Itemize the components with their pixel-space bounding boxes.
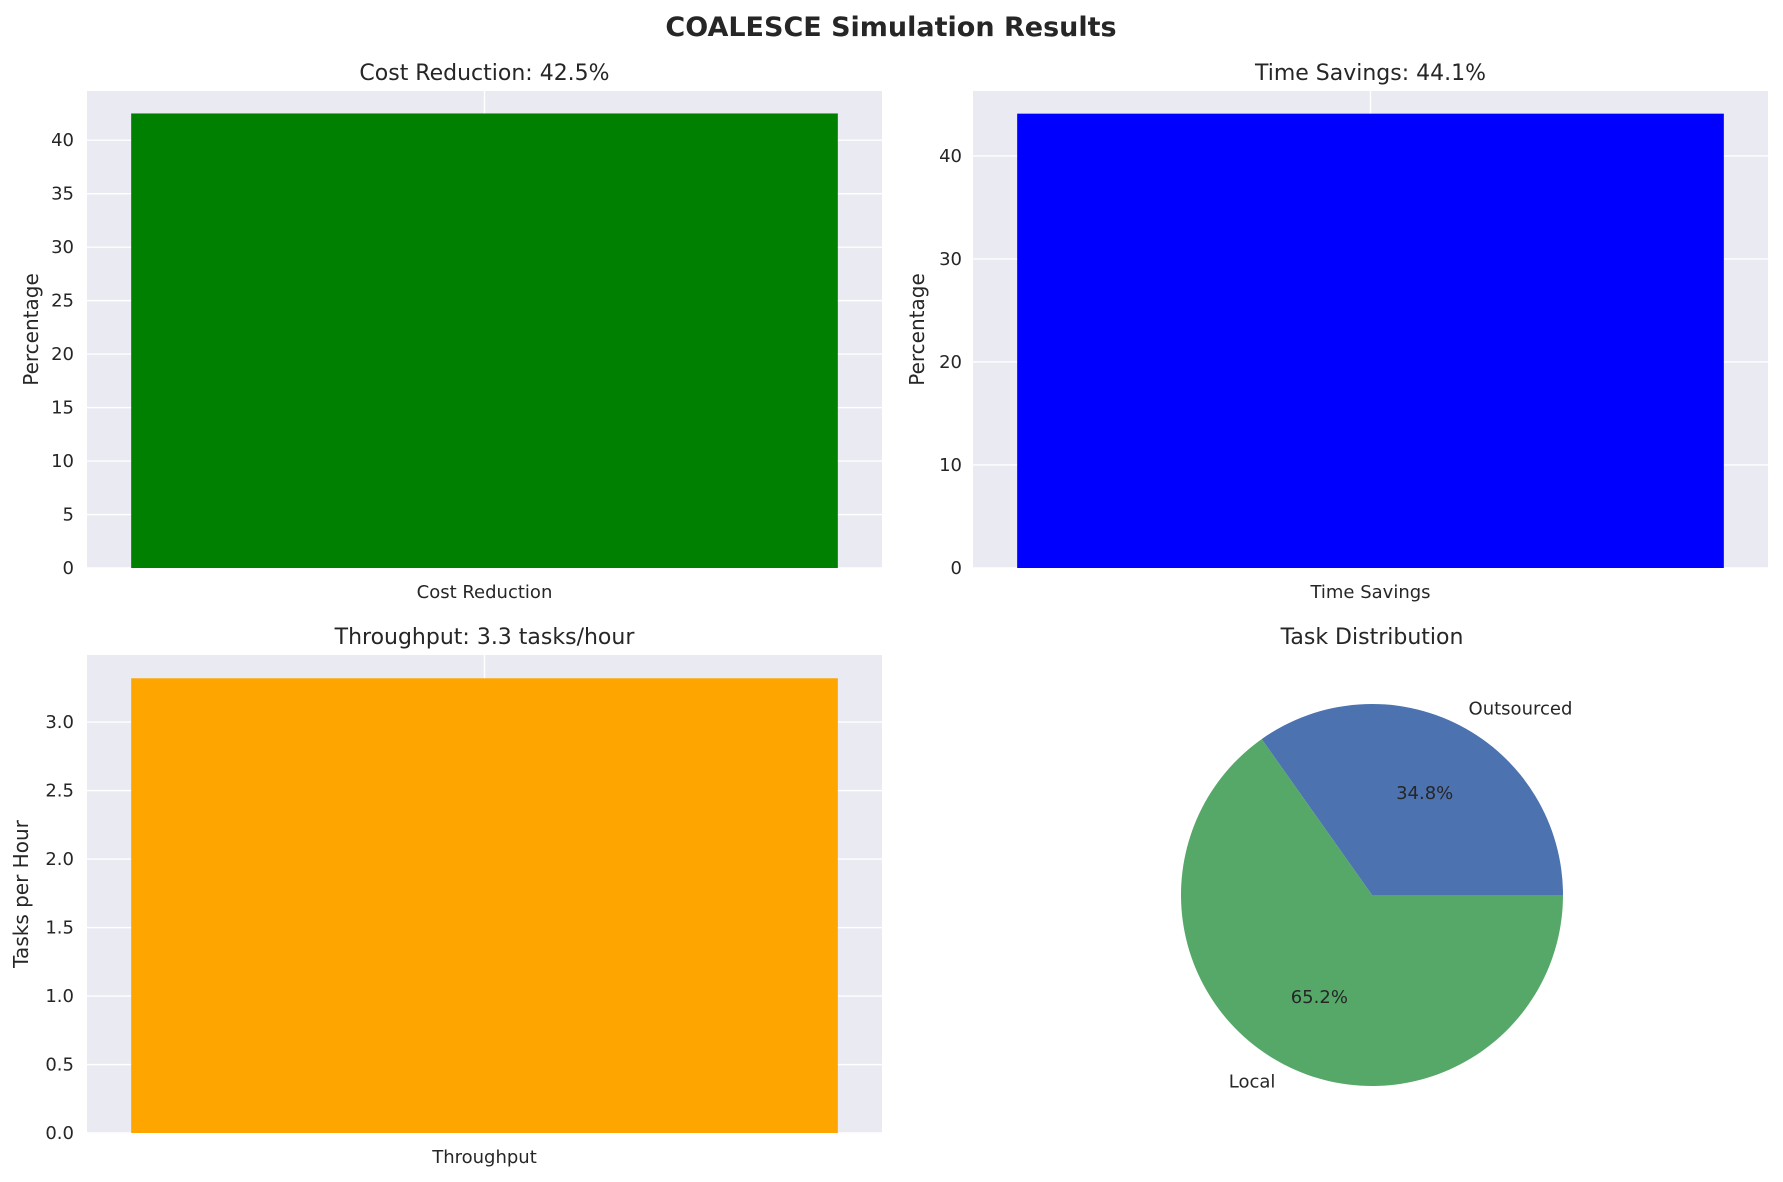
y-tick-label: 30 — [51, 237, 74, 258]
pie-slice-outsourced — [1261, 703, 1563, 895]
y-tick-label: 0.0 — [45, 1123, 74, 1144]
subplot-title: Time Savings: 44.1% — [1254, 61, 1486, 86]
y-tick-label: 0.5 — [45, 1055, 74, 1076]
y-tick-label: 5 — [63, 505, 74, 526]
y-tick-label: 30 — [939, 249, 962, 270]
pie-pct-label-outsourced: 34.8% — [1396, 783, 1453, 804]
x-tick-label: Throughput — [431, 1147, 537, 1168]
y-tick-label: 35 — [51, 184, 74, 205]
y-tick-label: 20 — [939, 352, 962, 373]
bar-cost-reduction — [131, 113, 838, 568]
subplot-1-bar-chart: 0 5 10 15 20 25 30 35 40 Cost Reduction Cost Reduc… — [19, 61, 882, 603]
y-tick-label: 25 — [51, 291, 74, 312]
pie-label-local: Local — [1229, 1072, 1276, 1093]
y-tick-label: 15 — [51, 398, 74, 419]
bar-throughput — [131, 678, 838, 1133]
y-tick-label: 40 — [51, 130, 74, 151]
subplot-title: Task Distribution — [1280, 625, 1464, 650]
subplot-2-bar-chart: 0 10 20 30 40 Time Savings Time Savings: 44.1%… — [905, 61, 1768, 603]
x-tick-label: Cost Reduction — [417, 582, 553, 603]
y-tick-label: 2.5 — [45, 781, 74, 802]
subplot-3-bar-chart: 0.0 0.5 1.0 1.5 2.0 2.5 3.0 Throughput Throughpu… — [9, 625, 882, 1168]
subplot-title: Throughput: 3.3 tasks/hour — [334, 625, 636, 650]
y-tick-label: 3.0 — [45, 712, 74, 733]
subplot-title: Cost Reduction: 42.5% — [359, 61, 609, 86]
y-tick-label: 0 — [63, 558, 74, 579]
pie-slice-local — [1181, 739, 1563, 1086]
pie-label-outsourced: Outsourced — [1469, 698, 1573, 719]
bar-time-savings — [1017, 113, 1724, 569]
y-tick-label: 1.5 — [45, 918, 74, 939]
figure-title: COALESCE Simulation Results — [665, 12, 1116, 43]
y-axis-label: Percentage — [905, 273, 929, 386]
y-axis-label: Percentage — [19, 273, 43, 386]
y-tick-label: 0 — [951, 558, 962, 579]
y-tick-label: 1.0 — [45, 986, 74, 1007]
x-tick-label: Time Savings — [1309, 582, 1430, 603]
y-tick-label: 10 — [939, 455, 962, 476]
y-tick-label: 10 — [51, 451, 74, 472]
y-tick-label: 40 — [939, 146, 962, 167]
y-axis-label: Tasks per Hour — [9, 819, 33, 968]
y-tick-label: 20 — [51, 344, 74, 365]
subplot-4-pie-chart: Task Distribution Outsourced 34.8% Local 65.… — [1181, 625, 1572, 1093]
pie-pct-label-local: 65.2% — [1291, 987, 1348, 1008]
y-tick-label: 2.0 — [45, 849, 74, 870]
